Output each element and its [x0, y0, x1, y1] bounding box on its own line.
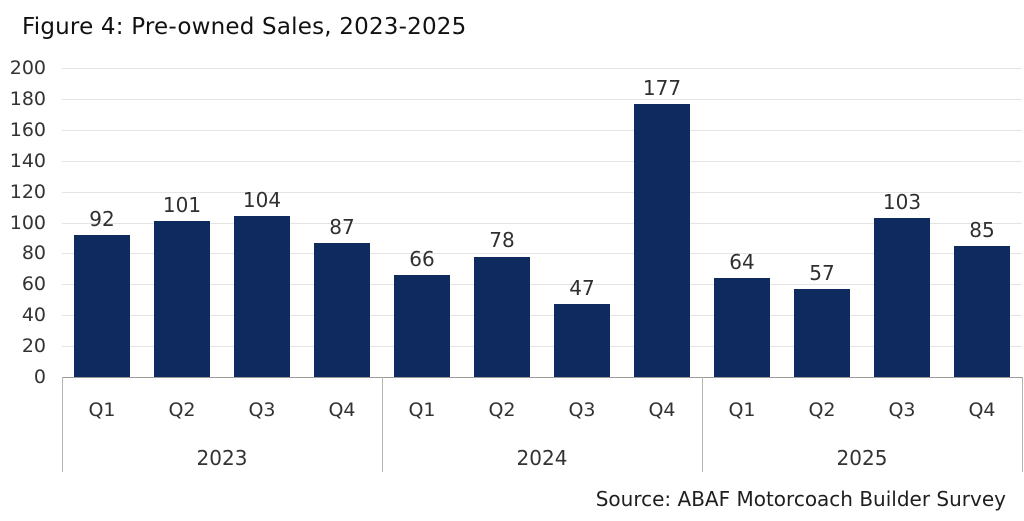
- gridline-200: [62, 68, 1022, 69]
- x-tick-label-2025-Q2: Q2: [808, 399, 836, 421]
- bar-value-label-2023-Q2: 101: [162, 192, 202, 217]
- gridline-40: [62, 315, 1022, 317]
- bar-value-label-2023-Q4: 87: [329, 214, 355, 239]
- x-tick-label-2023-Q2: Q2: [168, 399, 196, 421]
- y-axis: 0 20 40 60 80 100 120 140 160 180 200: [0, 0, 46, 521]
- year-label-2023: 2023: [196, 446, 248, 470]
- bar-value-label-2023-Q1: 92: [89, 206, 115, 231]
- source-note: Source: ABAF Motorcoach Builder Survey: [595, 487, 1006, 511]
- x-axis-line: [62, 377, 1022, 378]
- chart-title: Figure 4: Pre-owned Sales, 2023-2025: [22, 14, 467, 40]
- y-tick-label-40: 40: [21, 304, 46, 327]
- bar-value-label-2024-Q3: 47: [569, 276, 595, 301]
- y-tick-label-200: 200: [9, 57, 46, 79]
- bar-value-label-2024-Q1: 66: [409, 247, 435, 272]
- gridline-180: [62, 98, 1022, 100]
- bar-2023-Q3: [234, 216, 290, 377]
- plot-area: 92 101 104 87 66 78 47 177 64 57 103 85: [62, 68, 1022, 377]
- gridline-160: [62, 129, 1022, 131]
- bar-2024-Q4: [634, 103, 690, 377]
- bar-2025-Q1: [714, 278, 770, 377]
- x-tick-label-2025-Q3: Q3: [888, 399, 916, 421]
- x-tick-label-2023-Q4: Q4: [328, 399, 356, 421]
- x-tick-label-2024-Q3: Q3: [568, 399, 596, 421]
- bar-2024-Q2: [474, 256, 530, 377]
- axis-divider-3: [1022, 377, 1023, 472]
- y-tick-label-160: 160: [9, 118, 46, 141]
- bar-2023-Q4: [314, 242, 370, 377]
- x-tick-label-2025-Q4: Q4: [968, 399, 996, 421]
- bar-value-label-2024-Q2: 78: [489, 228, 515, 253]
- bar-2025-Q4: [954, 245, 1010, 377]
- bar-value-label-2024-Q4: 177: [642, 75, 682, 100]
- bar-2024-Q1: [394, 275, 450, 377]
- y-tick-label-140: 140: [9, 149, 46, 172]
- axis-divider-0: [62, 377, 63, 472]
- bar-2025-Q3: [874, 217, 930, 377]
- x-tick-label-2024-Q1: Q1: [408, 399, 436, 421]
- bar-value-label-2025-Q2: 57: [809, 260, 835, 285]
- y-tick-label-180: 180: [9, 87, 46, 110]
- bar-value-label-2025-Q4: 85: [969, 217, 995, 242]
- bar-2023-Q2: [154, 220, 210, 377]
- y-tick-label-60: 60: [21, 273, 46, 296]
- y-tick-label-20: 20: [21, 335, 46, 358]
- bar-value-label-2023-Q3: 104: [242, 188, 282, 213]
- gridline-120: [62, 191, 1022, 193]
- axis-divider-1: [382, 377, 383, 472]
- bar-value-label-2025-Q3: 103: [882, 189, 922, 214]
- gridline-100: [62, 222, 1022, 224]
- bar-2024-Q3: [554, 304, 610, 377]
- y-tick-label-120: 120: [9, 180, 46, 203]
- gridline-140: [62, 160, 1022, 162]
- x-tick-label-2025-Q1: Q1: [728, 399, 756, 421]
- bar-2025-Q2: [794, 288, 850, 377]
- year-label-2025: 2025: [836, 446, 888, 470]
- gridline-80: [62, 253, 1022, 255]
- x-tick-label-2024-Q2: Q2: [488, 399, 516, 421]
- axis-divider-2: [702, 377, 703, 472]
- y-tick-label-0: 0: [33, 366, 46, 388]
- year-label-2024: 2024: [516, 446, 568, 470]
- x-tick-label-2023-Q3: Q3: [248, 399, 276, 421]
- x-axis: Q1 Q2 Q3 Q4 2023 Q1 Q2 Q3 Q4 2024 Q1 Q2 Q3 Q4 2025: [0, 377, 1024, 477]
- gridline-20: [62, 346, 1022, 348]
- x-tick-label-2023-Q1: Q1: [88, 399, 116, 421]
- y-tick-label-80: 80: [21, 242, 46, 265]
- bar-2023-Q1: [74, 234, 130, 377]
- gridline-60: [62, 284, 1022, 286]
- x-tick-label-2024-Q4: Q4: [648, 399, 676, 421]
- y-tick-label-100: 100: [9, 211, 46, 234]
- bar-value-label-2025-Q1: 64: [729, 250, 755, 275]
